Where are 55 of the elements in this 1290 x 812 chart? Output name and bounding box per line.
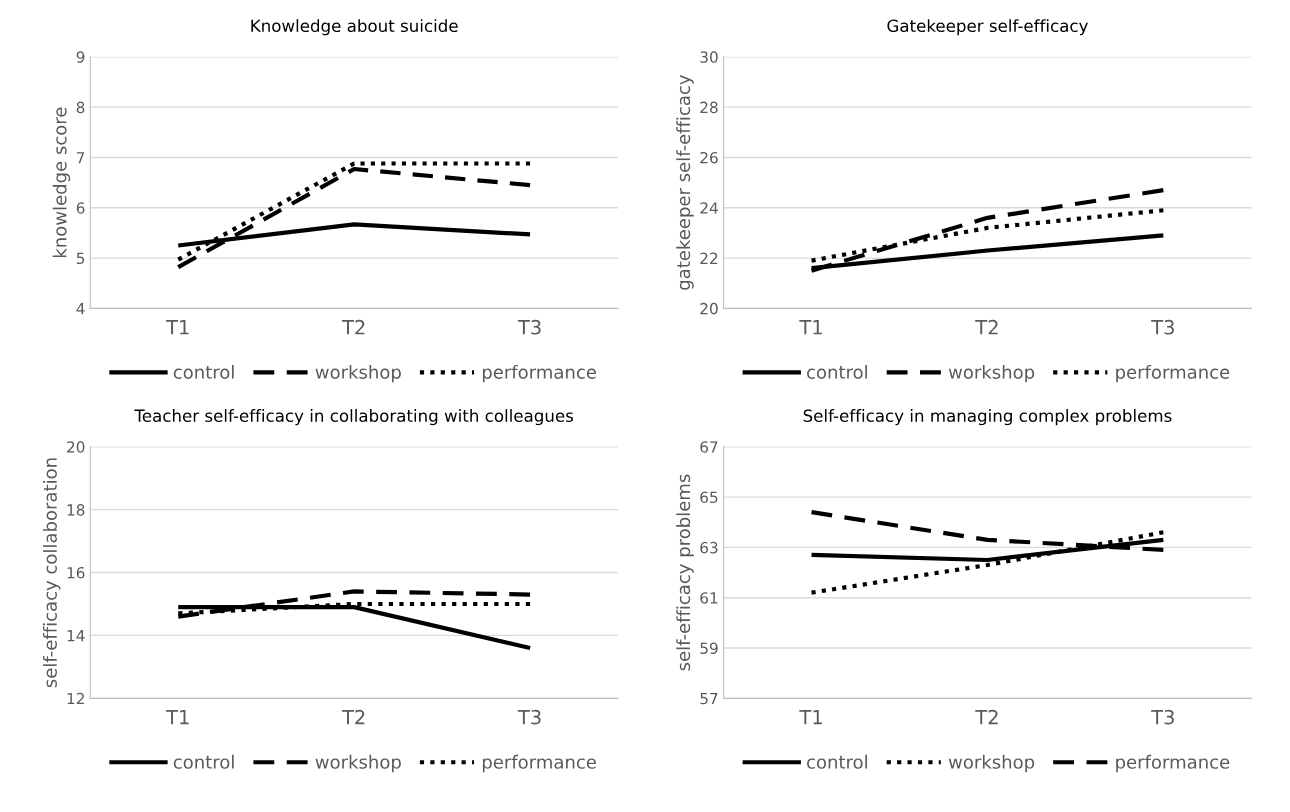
legend-label: workshop bbox=[948, 364, 1035, 383]
y-tick-label: 18 bbox=[67, 504, 85, 516]
y-tick-label: 14 bbox=[67, 630, 85, 642]
legend-label: control bbox=[173, 754, 234, 769]
legend-label: performance bbox=[482, 364, 596, 383]
y-tick-label: 28 bbox=[700, 101, 718, 114]
y-tick-label: 16 bbox=[67, 567, 85, 579]
legend-label: workshop bbox=[948, 754, 1035, 773]
legend-label: control bbox=[173, 364, 234, 379]
y-axis-title: gatekeeper self-efficacy bbox=[676, 75, 694, 290]
x-tick-label: T1 bbox=[166, 320, 189, 335]
y-tick-label: 67 bbox=[700, 441, 718, 453]
chart-title: Gatekeeper self-efficacy bbox=[887, 19, 1088, 36]
y-tick-label: 57 bbox=[700, 692, 718, 705]
x-tick-label: T3 bbox=[1151, 319, 1174, 335]
x-tick-label: T2 bbox=[341, 319, 365, 335]
y-tick-label: 4 bbox=[76, 303, 85, 315]
x-tick-label: T2 bbox=[975, 709, 998, 725]
y-tick-label: 65 bbox=[700, 491, 718, 504]
x-tick-label: T1 bbox=[166, 710, 189, 725]
y-tick-label: 7 bbox=[76, 152, 85, 164]
y-tick-label: 61 bbox=[700, 592, 718, 604]
y-tick-label: 20 bbox=[700, 302, 718, 315]
y-tick-label: 26 bbox=[700, 151, 718, 164]
y-tick-label: 5 bbox=[76, 252, 85, 265]
x-tick-label: T3 bbox=[517, 319, 541, 335]
x-tick-label: T2 bbox=[975, 319, 998, 335]
y-tick-label: 6 bbox=[76, 202, 85, 214]
legend-label: performance bbox=[482, 754, 596, 773]
y-tick-label: 8 bbox=[76, 101, 85, 114]
legend-label: workshop bbox=[315, 364, 401, 383]
x-tick-label: T3 bbox=[517, 709, 541, 725]
y-axis-title: self-efficacy problems bbox=[676, 474, 694, 671]
legend-label: control bbox=[807, 754, 867, 769]
x-tick-label: T3 bbox=[1151, 709, 1174, 725]
x-tick-label: T1 bbox=[799, 320, 822, 335]
legend-label: performance bbox=[1116, 364, 1230, 383]
y-tick-label: 20 bbox=[67, 441, 85, 453]
legend-label: workshop bbox=[315, 754, 401, 773]
chart-title: Self-efficacy in managing complex problems bbox=[803, 409, 1172, 426]
x-tick-label: T2 bbox=[341, 709, 365, 725]
y-tick-label: 63 bbox=[700, 541, 718, 554]
y-tick-label: 12 bbox=[67, 692, 84, 705]
chart-title: Teacher self-efficacy in collaborating with colleagues bbox=[134, 409, 574, 426]
y-tick-label: 9 bbox=[76, 51, 85, 63]
chart-title: Knowledge about suicide bbox=[251, 19, 458, 36]
y-axis-title: knowledge score bbox=[52, 107, 71, 258]
legend-label: performance bbox=[1116, 754, 1230, 773]
y-tick-label: 30 bbox=[700, 51, 718, 63]
y-tick-label: 22 bbox=[700, 252, 718, 264]
y-axis-title: self-efficacy collaboration bbox=[42, 458, 61, 688]
x-tick-label: T1 bbox=[799, 710, 822, 725]
legend-label: control bbox=[807, 364, 867, 379]
y-tick-label: 24 bbox=[700, 202, 718, 214]
y-tick-label: 59 bbox=[700, 642, 718, 655]
